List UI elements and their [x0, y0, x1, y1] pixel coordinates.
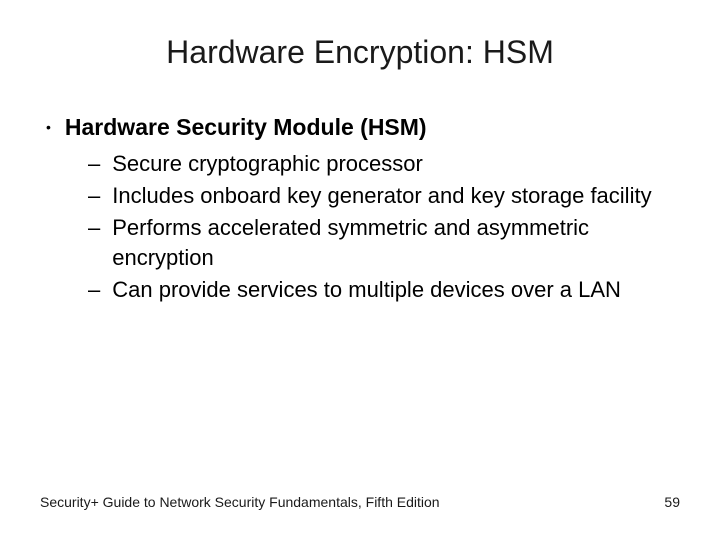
slide-title: Hardware Encryption: HSM	[40, 34, 680, 71]
bullet-text: Secure cryptographic processor	[112, 149, 423, 179]
page-number: 59	[664, 494, 680, 510]
bullet-dot-icon: •	[46, 113, 51, 141]
bullet-dash-icon: –	[88, 275, 100, 305]
bullet-dash-icon: –	[88, 181, 100, 211]
bullet-level2: – Secure cryptographic processor	[88, 149, 680, 179]
bullet-dash-icon: –	[88, 213, 100, 243]
bullet-level2: – Performs accelerated symmetric and asy…	[88, 213, 680, 273]
bullet-text: Can provide services to multiple devices…	[112, 275, 621, 305]
bullet-level2: – Can provide services to multiple devic…	[88, 275, 680, 305]
bullet-level1: • Hardware Security Module (HSM)	[46, 113, 680, 141]
footer-source: Security+ Guide to Network Security Fund…	[40, 494, 440, 510]
bullet-text: Performs accelerated symmetric and asymm…	[112, 213, 672, 273]
bullet-text: Hardware Security Module (HSM)	[65, 113, 427, 141]
bullet-level2: – Includes onboard key generator and key…	[88, 181, 680, 211]
bullet-text: Includes onboard key generator and key s…	[112, 181, 651, 211]
bullet-dash-icon: –	[88, 149, 100, 179]
slide: Hardware Encryption: HSM • Hardware Secu…	[0, 0, 720, 540]
slide-footer: Security+ Guide to Network Security Fund…	[40, 494, 680, 510]
